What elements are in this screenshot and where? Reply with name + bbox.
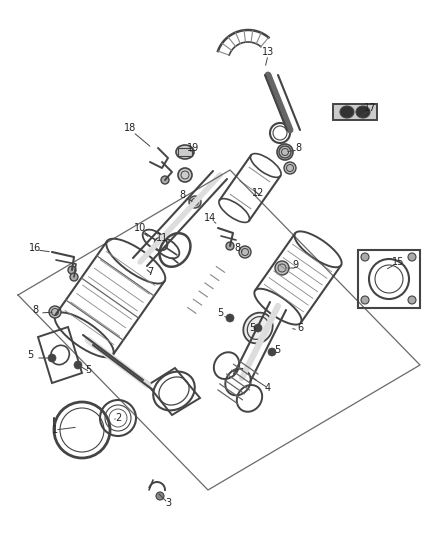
Text: 5: 5 [217, 308, 223, 318]
Text: 2: 2 [115, 413, 121, 423]
Circle shape [279, 146, 291, 158]
Circle shape [70, 273, 78, 281]
Circle shape [239, 246, 251, 258]
Circle shape [226, 242, 234, 250]
Circle shape [74, 361, 82, 369]
Bar [358, 250, 420, 308]
Bar [333, 104, 377, 120]
Text: 12: 12 [252, 188, 264, 198]
Circle shape [275, 261, 289, 275]
Circle shape [361, 253, 369, 261]
Text: 18: 18 [124, 123, 136, 133]
Text: 8: 8 [234, 243, 240, 253]
Circle shape [68, 266, 76, 274]
Circle shape [277, 144, 293, 160]
Circle shape [178, 168, 192, 182]
Text: 16: 16 [29, 243, 41, 253]
Text: 5: 5 [274, 345, 280, 355]
Circle shape [226, 314, 234, 322]
Text: 8: 8 [32, 305, 38, 315]
Text: 9: 9 [292, 260, 298, 270]
Text: 17: 17 [364, 103, 376, 113]
Circle shape [161, 176, 169, 184]
Circle shape [408, 253, 416, 261]
Circle shape [284, 162, 296, 174]
Text: 19: 19 [187, 143, 199, 153]
Text: 6: 6 [297, 323, 303, 333]
Text: 10: 10 [134, 223, 146, 233]
Ellipse shape [176, 145, 194, 159]
Text: 11: 11 [156, 233, 168, 243]
Text: 8: 8 [295, 143, 301, 153]
Circle shape [361, 296, 369, 304]
Circle shape [189, 196, 201, 208]
Text: 1: 1 [52, 425, 58, 435]
Text: 15: 15 [392, 257, 404, 267]
Circle shape [254, 324, 262, 332]
Circle shape [408, 296, 416, 304]
Circle shape [49, 306, 61, 318]
Ellipse shape [340, 106, 354, 118]
Circle shape [156, 492, 164, 500]
Circle shape [268, 348, 276, 356]
Text: 5: 5 [249, 323, 255, 333]
Circle shape [48, 354, 56, 362]
Text: 4: 4 [265, 383, 271, 393]
Text: 14: 14 [204, 213, 216, 223]
Text: 5: 5 [85, 365, 91, 375]
Bar [333, 104, 377, 120]
Text: 7: 7 [147, 267, 153, 277]
Text: 5: 5 [27, 350, 33, 360]
Ellipse shape [244, 313, 273, 343]
Text: 3: 3 [165, 498, 171, 508]
Text: 13: 13 [262, 47, 274, 57]
Ellipse shape [356, 106, 370, 118]
Text: 8: 8 [179, 190, 185, 200]
